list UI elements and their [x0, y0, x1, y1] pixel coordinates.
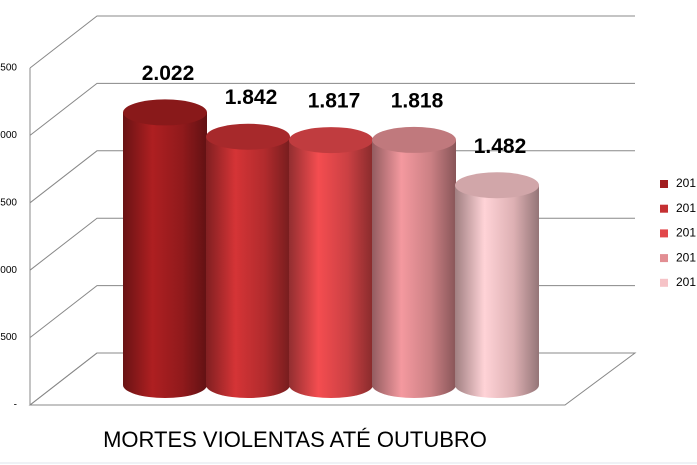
cylinder-bar — [455, 185, 539, 398]
legend-swatch — [660, 204, 668, 213]
legend-swatch — [660, 180, 668, 188]
cylinder-bar — [372, 139, 456, 398]
legend-label: 201 — [676, 226, 696, 240]
legend-label: 201 — [676, 201, 696, 215]
legend-label: 201 — [676, 176, 696, 190]
grid-line — [29, 82, 635, 136]
value-label: 1.818 — [391, 89, 444, 112]
value-label: 2.022 — [142, 62, 195, 85]
legend-swatch — [660, 254, 668, 263]
cylinder-top — [123, 99, 207, 126]
chart-title: MORTES VIOLENTAS ATÉ OUTUBRO — [103, 427, 487, 452]
legend-swatch — [660, 278, 668, 287]
y-tick-label: 2.500 — [0, 63, 17, 74]
cylinder-top — [289, 127, 373, 154]
y-tick-label: - — [14, 400, 17, 411]
cylinder-top — [455, 172, 539, 199]
y-tick-label: 1.000 — [0, 265, 17, 276]
value-label: 1.842 — [225, 86, 278, 109]
grid-line — [29, 15, 635, 69]
legend-label: 201 — [676, 250, 696, 264]
value-label: 1.817 — [308, 90, 361, 113]
cylinder-bar — [123, 112, 207, 399]
y-tick-label: 2.000 — [0, 130, 17, 141]
cylinder-top — [372, 126, 456, 153]
y-tick-label: 500 — [0, 332, 17, 343]
y-tick-label: 1.500 — [0, 197, 17, 208]
cylinder-bar — [206, 136, 290, 398]
value-label: 1.482 — [474, 135, 527, 158]
cylinder-bar — [289, 140, 373, 398]
legend-swatch — [660, 229, 668, 238]
cylinder-top — [206, 123, 290, 150]
legend-label: 201 — [676, 275, 696, 289]
